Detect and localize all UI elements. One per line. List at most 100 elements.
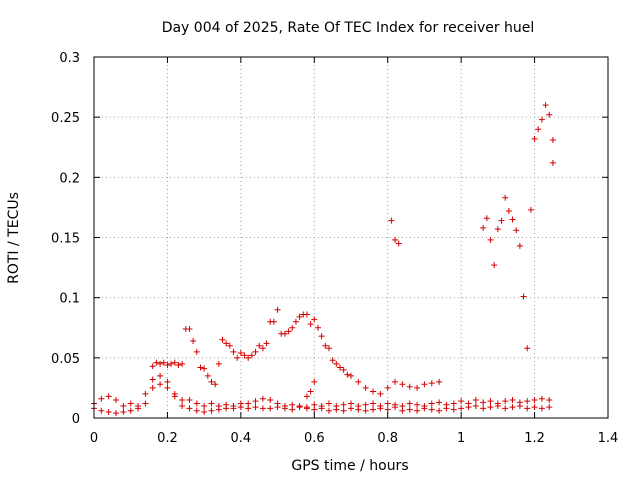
data-point (531, 396, 538, 403)
data-point (370, 400, 377, 407)
data-point (245, 400, 252, 407)
data-point (215, 360, 222, 367)
data-point (487, 236, 494, 243)
data-point (142, 400, 149, 407)
data-point (179, 402, 186, 409)
data-point (193, 400, 200, 407)
data-point (171, 390, 178, 397)
data-point (392, 236, 399, 243)
data-point (414, 384, 421, 391)
data-point (274, 400, 281, 407)
data-point (303, 393, 310, 400)
y-tick-label: 0.05 (51, 352, 80, 367)
data-point (524, 345, 531, 352)
data-point (98, 395, 105, 402)
data-point (399, 381, 406, 388)
x-tick-label: 0.4 (231, 431, 252, 446)
data-point (531, 135, 538, 142)
chart-title: Day 004 of 2025, Rate Of TEC Index for r… (162, 20, 535, 36)
data-point (436, 378, 443, 385)
data-point (259, 345, 266, 352)
data-point (322, 342, 329, 349)
data-point (252, 348, 259, 355)
data-point (340, 407, 347, 414)
data-point (135, 402, 142, 409)
data-point (436, 399, 443, 406)
data-point (289, 401, 296, 408)
data-point (480, 224, 487, 231)
data-point (281, 402, 288, 409)
x-tick-labels: 0 0.2 0.4 0.6 0.8 1 1.2 1.4 (90, 431, 618, 446)
y-axis-label: ROTI / TECUs (6, 192, 22, 284)
data-point (179, 396, 186, 403)
data-point (311, 378, 318, 385)
data-point (388, 217, 395, 224)
data-point (201, 365, 208, 372)
data-point (509, 396, 516, 403)
data-point (127, 400, 134, 407)
data-point (193, 348, 200, 355)
data-point (546, 396, 553, 403)
data-point (197, 364, 204, 371)
data-point (164, 362, 171, 369)
y-tick-label: 0.25 (51, 111, 80, 126)
data-point (292, 318, 299, 325)
data-point (384, 384, 391, 391)
data-point (234, 354, 241, 361)
data-point (314, 324, 321, 331)
data-point (237, 400, 244, 407)
data-point (538, 395, 545, 402)
data-point (186, 325, 193, 332)
data-point (483, 215, 490, 222)
data-point (204, 372, 211, 379)
data-point (105, 408, 112, 415)
data-point (281, 330, 288, 337)
data-point (472, 396, 479, 403)
data-point (487, 398, 494, 405)
data-point (531, 404, 538, 411)
x-axis-label: GPS time / hours (291, 458, 408, 474)
data-point (392, 401, 399, 408)
data-point (149, 376, 156, 383)
data-point (480, 405, 487, 412)
data-point (520, 293, 527, 300)
data-point (223, 401, 230, 408)
axis-ticks (93, 56, 609, 419)
data-point (259, 395, 266, 402)
data-point (241, 352, 248, 359)
data-point (333, 360, 340, 367)
data-points (91, 102, 556, 417)
data-point (311, 401, 318, 408)
data-point (498, 217, 505, 224)
data-point (186, 405, 193, 412)
data-point (505, 208, 512, 215)
data-point (377, 390, 384, 397)
data-point (377, 402, 384, 409)
data-point (465, 400, 472, 407)
data-point (149, 384, 156, 391)
data-point (248, 352, 255, 359)
data-point (348, 372, 354, 379)
data-point (252, 398, 259, 405)
data-point (348, 400, 354, 407)
y-tick-label: 0.2 (59, 171, 80, 186)
data-point (406, 383, 413, 390)
data-point (105, 393, 112, 400)
data-point (325, 345, 332, 352)
data-point (384, 406, 391, 413)
data-point (175, 362, 182, 369)
data-point (458, 405, 465, 412)
data-point (384, 400, 391, 407)
data-point (270, 318, 277, 325)
data-point (237, 350, 244, 357)
data-point (450, 406, 457, 413)
data-point (399, 402, 406, 409)
y-tick-label: 0.3 (59, 51, 80, 66)
data-point (458, 398, 465, 405)
data-point (296, 313, 303, 320)
data-point (538, 405, 545, 412)
data-point (546, 111, 553, 118)
data-point (333, 402, 340, 409)
x-tick-label: 0.8 (377, 431, 398, 446)
